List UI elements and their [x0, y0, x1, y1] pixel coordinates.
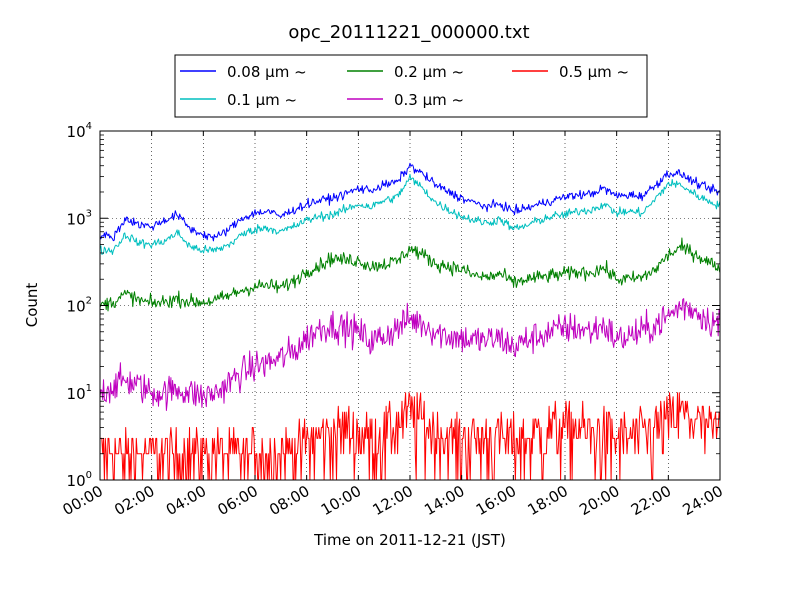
x-tick-label: 12:00	[370, 482, 416, 519]
x-tick-label: 08:00	[266, 482, 312, 519]
x-tick-label: 22:00	[628, 482, 674, 519]
legend-label: 0.3 μm ~	[394, 91, 464, 109]
series-line	[99, 298, 721, 411]
x-tick-label: 06:00	[215, 482, 261, 519]
ticks	[99, 130, 721, 481]
y-tick-label: 100	[67, 470, 92, 490]
series-line	[99, 162, 720, 242]
x-tick-label: 10:00	[318, 482, 364, 519]
grid	[100, 131, 720, 480]
x-tick-label: 24:00	[680, 482, 726, 519]
x-tick-label: 20:00	[576, 482, 622, 519]
x-tick-label: 18:00	[525, 482, 571, 519]
y-tick-label: 103	[67, 208, 92, 228]
legend-label: 0.2 μm ~	[394, 63, 464, 81]
legend-frame	[174, 54, 648, 118]
y-tick-label: 101	[67, 383, 92, 403]
legend-label: 0.5 μm ~	[559, 63, 629, 81]
series-line	[99, 173, 721, 255]
x-tick-label: 16:00	[473, 482, 519, 519]
y-tick-label: 102	[67, 296, 92, 316]
y-tick-labels: 100 101 102 103 104	[67, 121, 92, 490]
legend-label: 0.1 μm ~	[227, 91, 297, 109]
x-tick-labels: 00:00 02:00 04:00 06:00 08:00 10:00 12:00 14:00…	[60, 482, 726, 519]
chart-title: opc_20111221_000000.txt	[288, 22, 529, 43]
x-axis-label: Time on 2011-12-21 (JST)	[313, 531, 506, 549]
series-line	[100, 392, 721, 481]
series-group	[99, 162, 721, 481]
x-tick-label: 14:00	[421, 482, 467, 519]
x-tick-label: 02:00	[111, 482, 157, 519]
x-tick-label: 04:00	[163, 482, 209, 519]
legend-label: 0.08 μm ~	[227, 63, 307, 81]
series-line	[99, 237, 721, 312]
y-axis-label: Count	[23, 283, 41, 328]
y-tick-label: 104	[67, 121, 92, 141]
legend: 0.08 μm ~ 0.1 μm ~ 0.2 μm ~ 0.3 μm ~ 0.5 μm …	[174, 54, 648, 118]
